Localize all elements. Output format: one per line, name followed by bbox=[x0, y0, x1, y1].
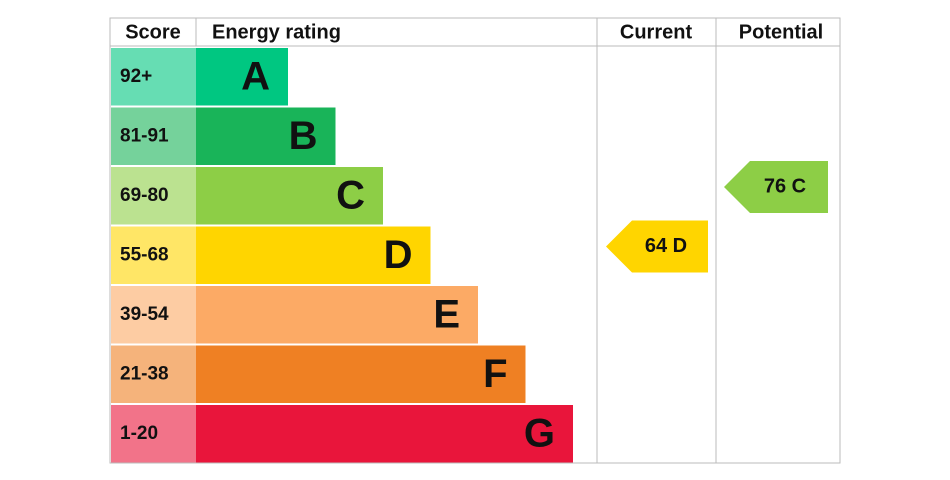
band-letter: D bbox=[384, 233, 413, 277]
header: Current bbox=[620, 21, 693, 43]
band-bar bbox=[196, 226, 431, 284]
band-bar bbox=[196, 286, 478, 344]
current-label: 64 D bbox=[645, 235, 687, 257]
score-label: 81-91 bbox=[120, 125, 169, 146]
score-cell bbox=[111, 405, 196, 463]
score-label: 69-80 bbox=[120, 185, 169, 206]
score-cell bbox=[111, 48, 196, 106]
band-bar bbox=[196, 107, 336, 165]
potential-arrow bbox=[724, 161, 828, 213]
current-arrow bbox=[606, 220, 708, 273]
potential-label: 76 C bbox=[764, 175, 806, 197]
band-bar bbox=[196, 345, 526, 403]
score-cell bbox=[111, 345, 196, 403]
band-bar bbox=[196, 167, 383, 225]
band-bar bbox=[196, 405, 573, 463]
score-cell bbox=[111, 286, 196, 344]
header: Energy rating bbox=[212, 21, 341, 43]
band-letter: E bbox=[433, 292, 460, 336]
score-cell bbox=[111, 167, 196, 225]
score-label: 39-54 bbox=[120, 304, 169, 325]
score-cell bbox=[111, 107, 196, 165]
header: Potential bbox=[739, 21, 823, 43]
score-label: 21-38 bbox=[120, 363, 169, 384]
band-letter: F bbox=[483, 352, 507, 396]
score-label: 1-20 bbox=[120, 423, 158, 444]
band-letter: G bbox=[524, 411, 555, 455]
score-label: 92+ bbox=[120, 66, 152, 87]
header: Score bbox=[125, 21, 181, 43]
score-cell bbox=[111, 226, 196, 284]
band-bar bbox=[196, 48, 288, 106]
band-letter: C bbox=[336, 173, 365, 217]
band-letter: A bbox=[241, 54, 270, 98]
score-label: 55-68 bbox=[120, 244, 169, 265]
band-letter: B bbox=[289, 114, 318, 158]
